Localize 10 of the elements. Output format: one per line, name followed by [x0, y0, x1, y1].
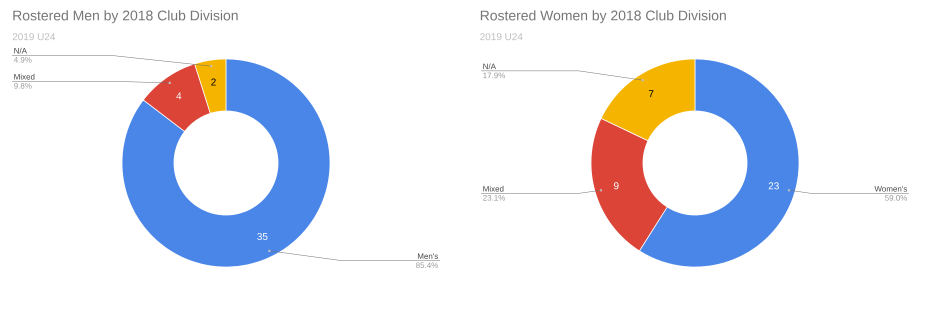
data-label: 23	[768, 182, 779, 190]
data-label: 2	[211, 78, 216, 86]
chart-subtitle: 2019 U24	[12, 33, 56, 40]
chart-title: Rostered Men by 2018 Club Division	[13, 10, 238, 24]
data-label: 35	[257, 232, 268, 240]
chart-subtitle: 2019 U24	[480, 33, 523, 40]
chart-title: Rostered Women by 2018 Club Division	[480, 10, 726, 24]
data-label: 7	[648, 90, 654, 98]
data-label: 4	[176, 92, 182, 100]
data-label: 9	[614, 182, 619, 190]
